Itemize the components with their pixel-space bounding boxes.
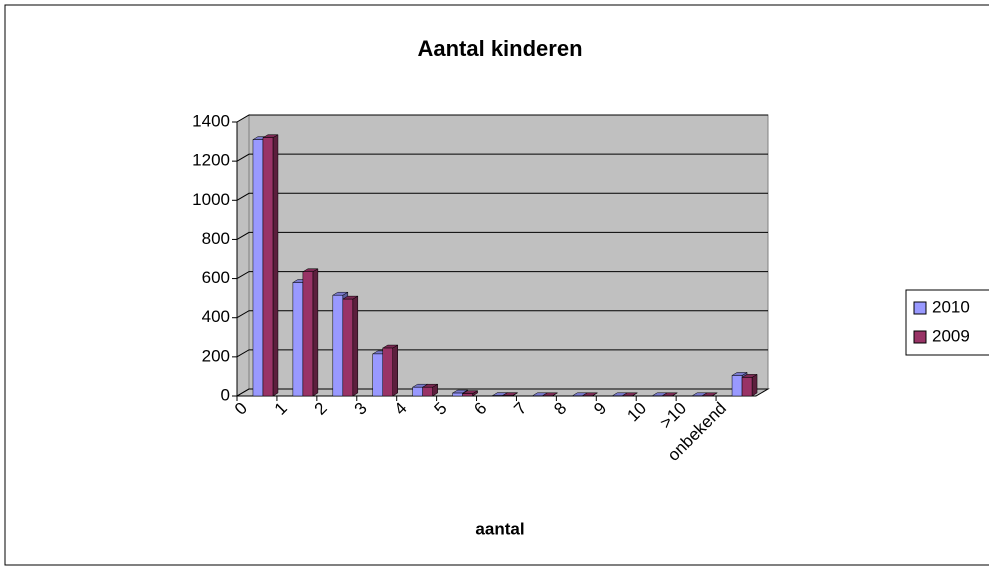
bar-side (272, 134, 279, 397)
bar (372, 353, 383, 397)
grid-line (236, 271, 768, 280)
grid-line (236, 231, 768, 240)
legend-label: 2010 (932, 297, 970, 316)
legend-swatch (913, 330, 927, 344)
y-tick-label: 1000 (192, 190, 230, 209)
grid-line (236, 310, 768, 319)
back-wall (248, 114, 769, 390)
bar (302, 271, 314, 397)
bar (292, 282, 304, 397)
y-tick-label: 800 (202, 229, 230, 248)
bar-side (392, 344, 398, 397)
y-tick-label: 200 (202, 346, 230, 365)
bar-side (751, 373, 758, 397)
bar (452, 392, 463, 397)
y-tick-label: 1200 (192, 151, 230, 170)
bar-side (352, 295, 359, 397)
bar-side (312, 268, 319, 397)
grid-line (236, 192, 768, 201)
grid-line (236, 388, 768, 397)
bar (382, 347, 393, 397)
bar (342, 298, 354, 397)
y-tick-label: 600 (202, 268, 230, 287)
y-tick-label: 1400 (192, 111, 230, 130)
y-tick-label: 400 (202, 307, 230, 326)
chart-title: Aantal kinderen (417, 36, 582, 61)
legend-label: 2009 (932, 326, 970, 345)
bar (422, 386, 433, 397)
bar (741, 377, 753, 397)
bar (412, 386, 423, 397)
bar (731, 375, 743, 397)
bar (332, 294, 344, 397)
bar (262, 137, 274, 397)
bar (252, 139, 264, 397)
x-axis-label: aantal (475, 519, 524, 538)
legend-box (905, 289, 989, 356)
bar (462, 393, 473, 397)
grid-line (236, 114, 768, 123)
y-tick-label: 0 (221, 385, 230, 404)
legend-swatch (913, 301, 927, 315)
grid-line (236, 153, 768, 162)
grid-line (236, 349, 768, 358)
